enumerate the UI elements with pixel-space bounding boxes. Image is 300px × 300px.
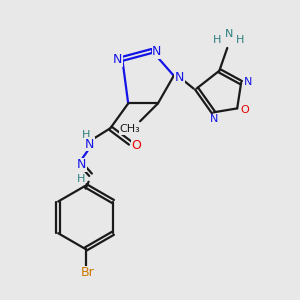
Text: N: N bbox=[85, 138, 94, 151]
Text: N: N bbox=[77, 158, 86, 171]
Text: N: N bbox=[210, 114, 219, 124]
Text: N: N bbox=[152, 45, 162, 58]
Text: O: O bbox=[241, 105, 250, 116]
Text: H: H bbox=[76, 174, 85, 184]
Text: N: N bbox=[112, 53, 122, 66]
Text: N: N bbox=[225, 29, 233, 39]
Text: CH₃: CH₃ bbox=[120, 124, 141, 134]
Text: O: O bbox=[131, 139, 141, 152]
Text: H: H bbox=[236, 35, 244, 45]
Text: Br: Br bbox=[81, 266, 94, 279]
Text: N: N bbox=[244, 76, 252, 87]
Text: H: H bbox=[81, 130, 90, 140]
Text: H: H bbox=[213, 35, 222, 45]
Text: N: N bbox=[175, 71, 184, 84]
